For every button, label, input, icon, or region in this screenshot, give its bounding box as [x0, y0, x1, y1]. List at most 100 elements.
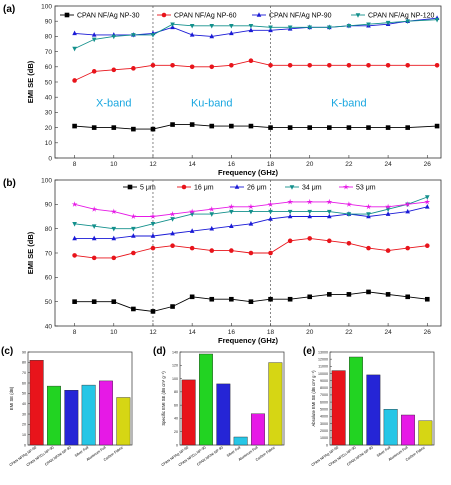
x-tick-label: 24 [384, 329, 392, 336]
data-point [111, 255, 117, 261]
data-point [248, 123, 254, 129]
data-point [247, 203, 254, 210]
data-point [385, 203, 392, 210]
data-point [267, 201, 274, 207]
data-point [189, 228, 195, 233]
x-tick-label: 26 [424, 329, 432, 336]
x-tick-label: 18 [267, 329, 275, 336]
data-point [131, 250, 136, 256]
data-point [71, 201, 78, 207]
data-point [307, 213, 313, 219]
plot-frame [179, 351, 285, 446]
data-point [405, 294, 410, 300]
y-tick-label: 60 [45, 64, 53, 71]
panel-label: (e) [303, 346, 315, 357]
y-tick-label: 120 [172, 364, 178, 368]
bar [64, 390, 79, 446]
data-point [91, 224, 97, 230]
x-tick-label: 10 [110, 329, 118, 336]
panel-label: (a) [3, 4, 15, 15]
data-point [91, 206, 98, 212]
y-tick-label: 80 [45, 226, 53, 233]
bar [233, 436, 248, 446]
data-point [327, 213, 332, 219]
data-point [111, 235, 117, 241]
y-tick-label: 0 [48, 155, 52, 162]
y-tick-label: 11000 [318, 365, 328, 369]
data-point [91, 37, 97, 43]
legend-label: 5 μm [140, 184, 156, 191]
x-tick-label: 24 [384, 161, 392, 168]
data-point [91, 69, 97, 74]
data-point [150, 222, 156, 227]
data-point [366, 22, 371, 28]
data-point [346, 212, 352, 217]
data-point [346, 240, 352, 246]
data-point [209, 225, 215, 231]
data-point [287, 238, 293, 244]
data-point [366, 289, 371, 295]
data-point [189, 294, 195, 300]
data-point [72, 253, 77, 258]
data-point [287, 62, 293, 68]
data-point [189, 64, 195, 70]
data-point [131, 126, 136, 132]
y-tick-label: 50 [45, 79, 53, 86]
y-tick-label: 40 [45, 323, 53, 330]
y-tick-label: 6000 [320, 400, 328, 404]
data-point [72, 123, 77, 129]
data-point [170, 243, 175, 248]
x-tick-label: 14 [189, 161, 197, 168]
line-panel-0: (a) 0 10 20 30 40 50 60 70 80 90 100 8 10 12 14 16 18 20 22… [3, 3, 442, 177]
y-tick-label: 90 [22, 350, 26, 354]
data-point [91, 32, 97, 37]
data-point [248, 250, 254, 256]
data-point [287, 209, 293, 215]
y-tick-label: 50 [45, 299, 53, 306]
y-tick-label: 90 [45, 19, 53, 26]
data-point [229, 30, 234, 36]
y-tick-label: 100 [41, 177, 52, 184]
data-point [366, 212, 371, 217]
y-tick-label: 140 [172, 350, 178, 354]
data-point [209, 23, 215, 29]
data-point [150, 309, 156, 314]
data-point [209, 212, 215, 217]
y-tick-label: 4000 [320, 415, 328, 419]
data-point [209, 64, 215, 70]
bar [216, 383, 231, 446]
data-point [170, 304, 175, 309]
y-tick-label: 12000 [318, 357, 328, 361]
data-point [150, 213, 156, 220]
data-point [229, 248, 234, 253]
series-line [74, 19, 438, 50]
y-tick-label: 5000 [320, 408, 328, 412]
x-tick-label: 12 [149, 329, 157, 336]
data-point [229, 296, 234, 302]
data-point [307, 125, 313, 130]
y-tick-label: 60 [174, 403, 178, 407]
data-point [131, 226, 136, 232]
y-tick-label: 20 [22, 423, 26, 427]
x-tick-label: 8 [73, 329, 77, 336]
x-category-label: CPAN NF/Ag NP-90 [311, 446, 340, 468]
data-point [405, 208, 410, 214]
y-tick-label: 9000 [320, 379, 328, 383]
bar [331, 370, 346, 446]
legend-marker [64, 12, 70, 18]
x-category-label: Silver Foil [226, 445, 241, 457]
bar [198, 353, 213, 446]
data-point [307, 236, 313, 241]
x-tick-label: 26 [424, 161, 432, 168]
data-point [72, 78, 77, 83]
y-tick-label: 70 [45, 250, 53, 257]
y-tick-label: 80 [22, 361, 26, 365]
y-tick-label: 0 [24, 443, 26, 447]
x-tick-label: 8 [73, 161, 77, 168]
data-point [189, 32, 195, 37]
y-tick-label: 3000 [320, 422, 328, 426]
legend-marker [355, 13, 361, 18]
data-point [268, 209, 273, 215]
data-point [404, 201, 411, 207]
